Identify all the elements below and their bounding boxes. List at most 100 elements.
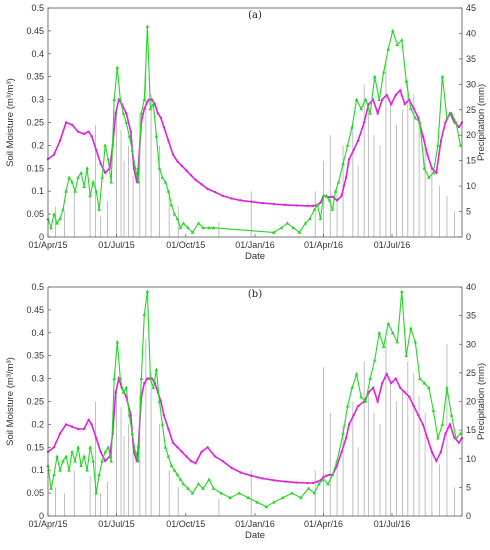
data-point [130,147,135,152]
data-point [377,97,381,101]
data-point [145,289,150,293]
x-tick-label: 01/Jul/15 [98,519,135,529]
data-point [261,201,264,205]
data-point [303,221,308,225]
y2-tick-label: 25 [466,368,476,378]
data-point [250,200,253,203]
x-tick-label: 01/Apr/15 [28,519,67,529]
data-point [151,102,156,106]
data-point [196,481,201,486]
data-point [58,468,62,472]
data-point [143,107,146,110]
data-point [178,225,183,230]
y-tick-label: 0.2 [31,140,44,150]
data-point [139,111,144,115]
panel-title: (a) [248,10,262,21]
data-point [118,376,123,380]
data-point [163,180,168,184]
data-point [399,289,404,293]
y2-tick-label: 20 [466,130,476,140]
data-point [118,97,123,101]
data-point [422,166,427,170]
data-point [381,344,386,348]
data-point [94,189,98,193]
y-tick-label: 0.05 [26,209,44,219]
data-point [106,445,111,449]
data-point [190,230,195,234]
data-point [427,175,431,179]
data-point [94,491,98,495]
data-point [413,339,418,344]
data-point [326,481,330,486]
data-point [171,441,175,444]
data-point [221,459,224,463]
data-point [127,413,132,417]
data-point [381,381,384,385]
data-point [395,339,400,344]
data-point [272,500,276,504]
y2-axis-label: Precipitation (mm) [476,84,487,161]
y2-tick-label: 0 [466,511,471,521]
data-point [341,161,345,166]
data-point [124,120,129,124]
data-point [181,221,186,225]
y2-tick-label: 30 [466,79,476,89]
data-point [52,153,56,156]
data-point [376,112,379,115]
data-point [172,468,177,472]
data-point [372,74,377,79]
data-point [295,204,298,207]
data-point [291,225,296,230]
data-point [386,321,391,326]
y-tick-label: 0.5 [31,282,44,292]
data-point [114,112,117,115]
data-point [285,221,290,225]
y-tick-label: 0.05 [26,488,44,498]
data-point [421,423,425,426]
data-point [421,135,425,138]
data-point [394,377,397,380]
panel-title: (b) [248,289,262,300]
y-tick-label: 0.25 [26,118,44,128]
data-point [418,120,422,124]
data-point [440,422,445,426]
data-point [103,143,108,147]
data-point [335,199,339,202]
data-point [112,376,117,380]
data-point [312,207,317,211]
data-point [345,404,350,408]
chart-panel-b: 0 0.05 0.1 0.15 0.2 0.25 0.3 0.35 0.4 0.45 0.5 0 5 10… [5,282,487,541]
data-point [171,153,175,156]
data-point [368,376,372,380]
data-point [321,193,326,198]
data-point [109,180,114,184]
data-point [115,65,120,69]
data-point [85,166,89,170]
data-point [82,132,86,136]
data-point [386,47,391,51]
data-point [321,477,326,481]
x-tick-label: 01/Jul/16 [374,240,411,250]
data-point [354,372,359,376]
data-point [403,391,406,394]
x-tick-label: 01/Apr/16 [304,240,343,250]
data-point [385,93,388,97]
y-tick-label: 0.45 [26,26,44,36]
data-point [385,372,388,376]
data-point [427,385,431,390]
data-point [328,195,331,199]
data-point [345,143,350,147]
data-point [58,216,62,221]
data-point [129,130,132,133]
data-point [52,472,56,477]
data-point [67,468,71,472]
data-point [143,381,146,385]
data-point [73,459,77,463]
data-point [121,390,126,394]
data-point [186,486,190,490]
data-point [237,491,241,495]
data-point [371,98,375,101]
data-point [146,100,149,104]
data-point [458,431,463,435]
